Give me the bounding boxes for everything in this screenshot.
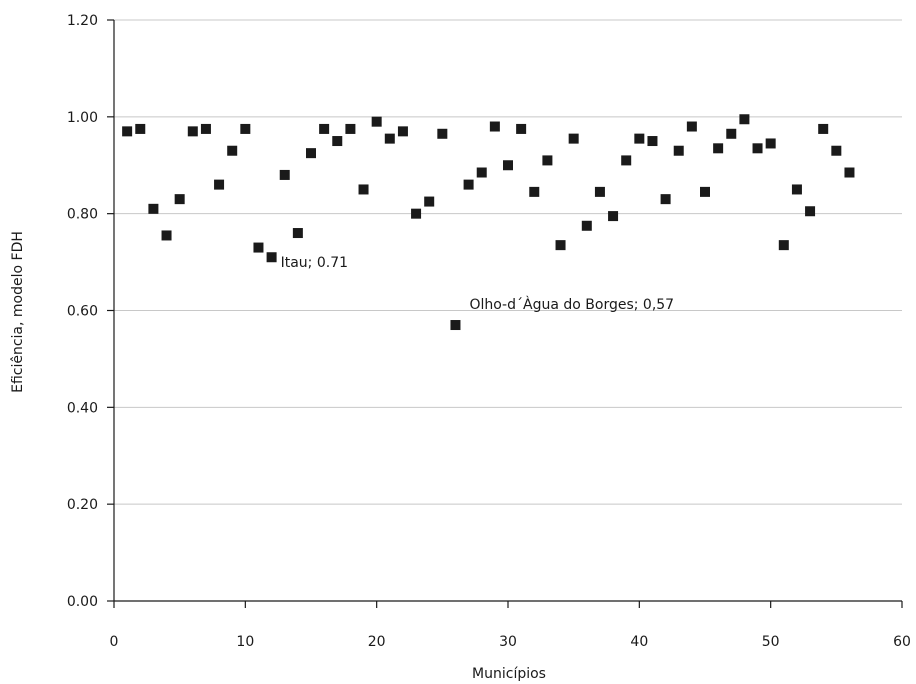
data-point xyxy=(319,123,330,134)
data-point xyxy=(200,123,211,134)
data-point xyxy=(332,136,343,147)
data-point xyxy=(135,123,146,134)
data-point xyxy=(384,133,395,144)
data-point xyxy=(437,128,448,139)
data-point xyxy=(240,123,251,134)
data-point xyxy=(686,121,697,132)
x-tick-label: 30 xyxy=(499,634,517,650)
data-point xyxy=(608,211,619,222)
x-tick-label: 20 xyxy=(368,634,386,650)
annotation-label: Itau; 0.71 xyxy=(281,255,348,271)
data-point xyxy=(621,155,632,166)
data-point xyxy=(660,194,671,205)
data-point xyxy=(476,167,487,178)
y-tick-label: 0.40 xyxy=(67,400,98,416)
x-tick-label: 50 xyxy=(762,634,780,650)
data-point xyxy=(726,128,737,139)
data-point xyxy=(568,133,579,144)
x-axis-title: Municípios xyxy=(472,666,546,682)
data-point xyxy=(187,126,198,137)
x-tick-label: 0 xyxy=(110,634,119,650)
data-point xyxy=(266,252,277,263)
data-point xyxy=(371,116,382,127)
data-point xyxy=(752,143,763,154)
annotation-label: Olho-d´Àgua do Borges; 0,57 xyxy=(469,296,674,313)
data-point xyxy=(450,320,461,331)
data-points xyxy=(122,114,855,331)
data-point xyxy=(516,123,527,134)
data-point xyxy=(345,123,356,134)
x-tick-label: 10 xyxy=(236,634,254,650)
annotations: Itau; 0.71 Olho-d´Àgua do Borges; 0,57 xyxy=(281,255,675,313)
data-point xyxy=(673,145,684,156)
data-point xyxy=(594,186,605,197)
y-tick-label: 0.60 xyxy=(67,304,98,320)
x-tick-label: 60 xyxy=(893,634,911,650)
data-point xyxy=(831,145,842,156)
data-point xyxy=(542,155,553,166)
x-axis-ticks: 0 10 20 30 40 50 60 xyxy=(110,601,911,650)
data-point xyxy=(818,123,829,134)
data-point xyxy=(253,242,264,253)
y-axis-title: Eficiência, modelo FDH xyxy=(10,231,26,393)
data-point xyxy=(581,220,592,231)
data-point xyxy=(463,179,474,190)
data-point xyxy=(306,148,316,159)
y-axis-ticks: 0.00 0.20 0.40 0.60 0.80 1.00 1.20 xyxy=(67,13,114,610)
data-point xyxy=(739,114,750,125)
data-point xyxy=(647,136,658,147)
data-point xyxy=(214,179,225,190)
data-point xyxy=(844,167,855,178)
data-point xyxy=(397,126,408,137)
y-tick-label: 0.00 xyxy=(67,594,98,610)
y-tick-label: 1.00 xyxy=(67,110,98,126)
data-point xyxy=(634,133,645,144)
data-point xyxy=(765,138,776,149)
y-tick-label: 0.20 xyxy=(67,497,98,513)
data-point xyxy=(529,186,540,197)
data-point xyxy=(778,240,789,251)
y-tick-label: 1.20 xyxy=(67,13,98,29)
data-point xyxy=(700,186,710,197)
y-tick-label: 0.80 xyxy=(67,207,98,223)
data-point xyxy=(148,203,159,214)
data-point xyxy=(489,121,500,132)
data-point xyxy=(174,194,185,205)
data-point xyxy=(161,230,172,241)
data-point xyxy=(555,240,566,251)
data-point xyxy=(791,184,802,195)
data-point xyxy=(805,206,816,217)
gridlines xyxy=(114,19,902,505)
data-point xyxy=(279,169,290,180)
data-point xyxy=(503,160,513,171)
data-point xyxy=(424,196,435,207)
x-tick-label: 40 xyxy=(630,634,648,650)
data-point xyxy=(122,126,133,137)
data-point xyxy=(227,145,238,156)
data-point xyxy=(411,208,422,219)
data-point xyxy=(358,184,369,195)
data-point xyxy=(292,228,303,239)
data-point xyxy=(713,143,724,154)
